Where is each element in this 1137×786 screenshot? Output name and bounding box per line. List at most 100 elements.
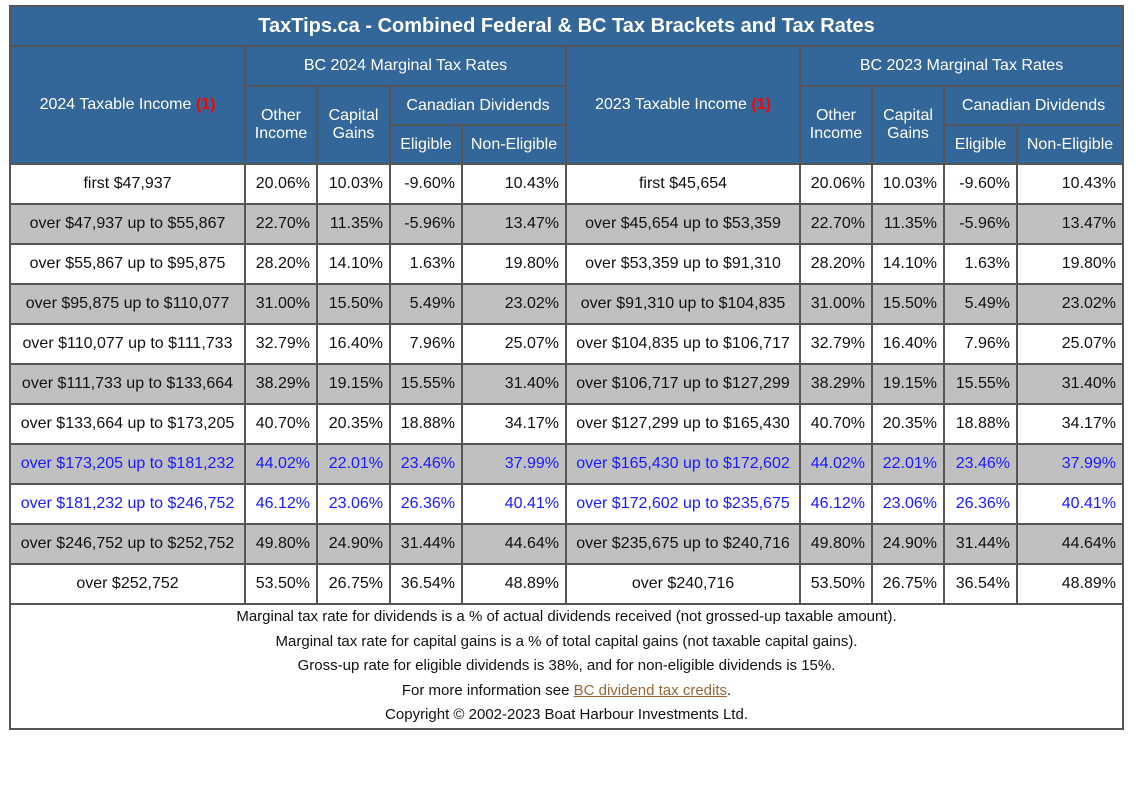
footer-note: Gross-up rate for eligible dividends is … [297, 657, 836, 674]
income-bracket-2024: first $47,937 [9, 163, 246, 205]
table-row: over $55,867 up to $95,875 28.20% 14.10% 1.… [9, 243, 1125, 285]
other-income-rate: 53.50% [799, 563, 873, 605]
income-bracket-2024: over $47,937 up to $55,867 [9, 203, 246, 245]
capital-gains-rate: 22.01% [316, 443, 391, 485]
note-ref-link[interactable]: (1) [751, 96, 771, 113]
income-bracket-2023: over $240,716 [565, 563, 801, 605]
other-income-rate: 22.70% [799, 203, 873, 245]
eligible-dividend-rate: 7.96% [943, 323, 1018, 365]
income-bracket-2023: over $53,359 up to $91,310 [565, 243, 801, 285]
capital-gains-rate: 14.10% [316, 243, 391, 285]
income-2024-label: 2024 Taxable Income [39, 96, 192, 113]
other-income-rate: 49.80% [799, 523, 873, 565]
income-bracket-2023: over $91,310 up to $104,835 [565, 283, 801, 325]
capital-gains-rate: 11.35% [316, 203, 391, 245]
income-bracket-2023: over $165,430 up to $172,602 [565, 443, 801, 485]
income-bracket-2024: over $133,664 up to $173,205 [9, 403, 246, 445]
non-eligible-dividend-rate: 31.40% [1015, 363, 1125, 405]
eligible-dividend-rate: 31.44% [943, 523, 1018, 565]
income-bracket-2023: over $172,602 up to $235,675 [565, 483, 801, 525]
income-bracket-2023: over $45,654 up to $53,359 [565, 203, 801, 245]
non-eligible-dividend-rate: 25.07% [1015, 323, 1125, 365]
income-bracket-2024: over $111,733 up to $133,664 [9, 363, 246, 405]
other-income-rate: 49.80% [244, 523, 318, 565]
non-eligible-header: Non-Eligible [1015, 124, 1125, 165]
other-income-rate: 31.00% [244, 283, 318, 325]
income-bracket-2023: over $235,675 up to $240,716 [565, 523, 801, 565]
income-bracket-2024: over $246,752 up to $252,752 [9, 523, 246, 565]
other-income-rate: 20.06% [244, 163, 318, 205]
income-bracket-2024: over $55,867 up to $95,875 [9, 243, 246, 285]
capital-gains-rate: 24.90% [871, 523, 945, 565]
capital-gains-rate: 24.90% [316, 523, 391, 565]
non-eligible-dividend-rate: 40.41% [461, 483, 567, 525]
non-eligible-dividend-rate: 44.64% [461, 523, 567, 565]
non-eligible-dividend-rate: 23.02% [1015, 283, 1125, 325]
eligible-dividend-rate: 15.55% [389, 363, 463, 405]
other-income-rate: 46.12% [799, 483, 873, 525]
non-eligible-dividend-rate: 44.64% [1015, 523, 1125, 565]
other-income-header: Other Income [799, 85, 873, 165]
note-ref-link[interactable]: (1) [195, 96, 216, 113]
other-income-rate: 53.50% [244, 563, 318, 605]
other-income-rate: 31.00% [799, 283, 873, 325]
group-2024-header: BC 2024 Marginal Tax Rates [244, 45, 567, 87]
table-row: over $252,752 53.50% 26.75% 36.54% 48.89% ove… [9, 563, 1125, 605]
non-eligible-dividend-rate: 48.89% [461, 563, 567, 605]
eligible-dividend-rate: 26.36% [389, 483, 463, 525]
table-title: TaxTips.ca - Combined Federal & BC Tax B… [8, 5, 1125, 47]
capital-gains-rate: 23.06% [316, 483, 391, 525]
capital-gains-rate: 10.03% [316, 163, 391, 205]
table-row: over $47,937 up to $55,867 22.70% 11.35% -5… [9, 203, 1125, 245]
other-income-rate: 44.02% [244, 443, 318, 485]
other-income-rate: 44.02% [799, 443, 873, 485]
table-row: first $47,937 20.06% 10.03% -9.60% 10.43% fir… [9, 163, 1125, 205]
non-eligible-dividend-rate: 37.99% [1015, 443, 1125, 485]
eligible-dividend-rate: 23.46% [943, 443, 1018, 485]
income-bracket-2024: over $181,232 up to $246,752 [9, 483, 246, 525]
eligible-dividend-rate: 7.96% [389, 323, 463, 365]
capital-gains-rate: 20.35% [316, 403, 391, 445]
non-eligible-dividend-rate: 10.43% [461, 163, 567, 205]
income-bracket-2024: over $252,752 [9, 563, 246, 605]
other-income-rate: 38.29% [244, 363, 318, 405]
income-bracket-2023: first $45,654 [565, 163, 801, 205]
table-row: over $111,733 up to $133,664 38.29% 19.15%… [9, 363, 1125, 405]
other-income-rate: 20.06% [799, 163, 873, 205]
copyright: Copyright © 2002-2023 Boat Harbour Inves… [385, 706, 748, 723]
other-income-rate: 32.79% [799, 323, 873, 365]
income-2023-header: 2023 Taxable Income (1) [565, 45, 801, 165]
non-eligible-dividend-rate: 31.40% [461, 363, 567, 405]
other-income-rate: 22.70% [244, 203, 318, 245]
capital-gains-rate: 16.40% [871, 323, 945, 365]
non-eligible-dividend-rate: 19.80% [461, 243, 567, 285]
income-bracket-2024: over $110,077 up to $111,733 [9, 323, 246, 365]
non-eligible-dividend-rate: 48.89% [1015, 563, 1125, 605]
dividends-header: Canadian Dividends [389, 85, 567, 126]
eligible-dividend-rate: 18.88% [943, 403, 1018, 445]
eligible-dividend-rate: 18.88% [389, 403, 463, 445]
non-eligible-dividend-rate: 25.07% [461, 323, 567, 365]
capital-gains-rate: 20.35% [871, 403, 945, 445]
income-bracket-2023: over $106,717 up to $127,299 [565, 363, 801, 405]
bc-dividend-tax-credits-link[interactable]: BC dividend tax credits [573, 681, 727, 699]
footer-note: Marginal tax rate for dividends is a % o… [236, 608, 897, 625]
other-income-rate: 32.79% [244, 323, 318, 365]
eligible-dividend-rate: -9.60% [389, 163, 463, 205]
eligible-dividend-rate: 23.46% [389, 443, 463, 485]
non-eligible-header: Non-Eligible [461, 124, 567, 165]
table-row: over $246,752 up to $252,752 49.80% 24.90%… [9, 523, 1125, 565]
capital-gains-rate: 15.50% [316, 283, 391, 325]
eligible-dividend-rate: 26.36% [943, 483, 1018, 525]
capital-gains-rate: 22.01% [871, 443, 945, 485]
capital-gains-rate: 16.40% [316, 323, 391, 365]
table-row: over $133,664 up to $173,205 40.70% 20.35%… [9, 403, 1125, 445]
eligible-dividend-rate: -5.96% [389, 203, 463, 245]
income-bracket-2024: over $173,205 up to $181,232 [9, 443, 246, 485]
non-eligible-dividend-rate: 10.43% [1015, 163, 1125, 205]
eligible-dividend-rate: 5.49% [389, 283, 463, 325]
income-bracket-2023: over $127,299 up to $165,430 [565, 403, 801, 445]
other-income-rate: 40.70% [244, 403, 318, 445]
eligible-dividend-rate: 1.63% [943, 243, 1018, 285]
footer-notes: Marginal tax rate for dividends is a % o… [8, 603, 1125, 730]
